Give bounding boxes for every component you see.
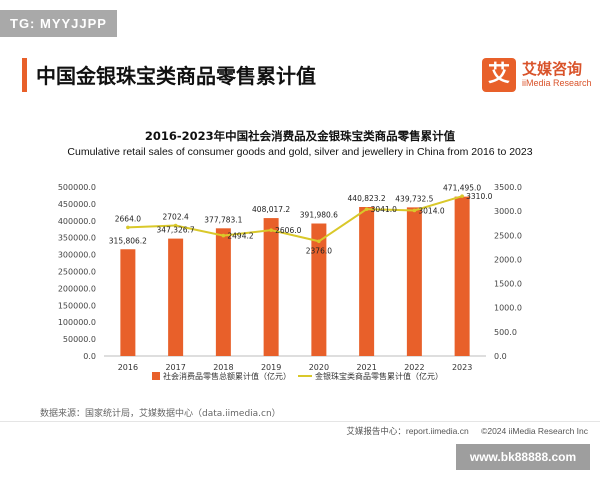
combo-chart: 0.0 50000.0 100000.0 150000.0 200000.0 250000…: [58, 183, 522, 381]
y-right-tick-label: 0.0: [494, 352, 507, 361]
line-value-label: 2376.0: [306, 246, 332, 255]
bar: [359, 207, 375, 356]
footer: 艾媒报告中心：report.iimedia.cn ©2024 iiMedia R…: [336, 425, 588, 437]
y-right-tick-label: 1500.0: [494, 280, 522, 289]
line-point: [364, 207, 369, 211]
line-point: [221, 233, 226, 238]
bar: [120, 249, 136, 356]
line-series: [127, 195, 463, 243]
x-tick-label: 2020: [309, 363, 329, 372]
bar: [263, 218, 279, 356]
page-title: 中国金银珠宝类商品零售累计值: [36, 64, 316, 88]
bar-value-label: 391,980.6: [300, 211, 338, 220]
bar-value-label: 408,017.2: [252, 205, 290, 214]
bar: [168, 238, 184, 356]
line-point: [460, 194, 464, 198]
x-tick-label: 2017: [165, 363, 185, 372]
x-tick-label: 2018: [213, 363, 233, 372]
y-left-tick-label: 450000.0: [58, 200, 96, 209]
bar: [311, 223, 327, 356]
line-value-label: 3310.0: [466, 192, 492, 201]
y-left-tick-label: 250000.0: [58, 268, 96, 277]
logo-name-cn: 艾媒咨询: [522, 60, 583, 78]
y-right-tick-label: 3500.0: [494, 183, 522, 192]
legend-label-bar: 社会消费品零售总额累计值（亿元）: [163, 371, 291, 381]
x-tick-label: 2021: [356, 363, 376, 372]
y-left-tick-label: 150000.0: [58, 301, 96, 310]
x-tick-label: 2016: [118, 363, 138, 372]
legend-label-line: 金银珠宝类商品零售累计值（亿元）: [315, 371, 443, 381]
title-accent-bar: [22, 58, 27, 92]
y-right-tick-label: 1000.0: [494, 304, 522, 313]
bar-value-label: 471,495.0: [443, 184, 481, 193]
x-tick-label: 2023: [452, 363, 472, 372]
bar-value-label: 315,806.2: [109, 236, 147, 245]
line-point: [173, 223, 178, 228]
y-right-tick-label: 3000.0: [494, 207, 522, 216]
bar: [406, 207, 422, 356]
y-left-tick-label: 400000.0: [58, 217, 96, 226]
iimedia-logo: 艾 艾媒咨询 iiMedia Research: [482, 56, 594, 96]
bar-value-label: 377,783.1: [204, 215, 242, 224]
y-left-tick-label: 500000.0: [58, 183, 96, 192]
watermark: www.bk88888.com: [456, 444, 590, 470]
line-point: [317, 239, 321, 244]
y-right-tick-label: 2500.0: [494, 231, 522, 240]
line-value-label: 2494.2: [227, 232, 253, 241]
bar: [215, 228, 231, 356]
y-left-tick-label: 100000.0: [58, 318, 96, 327]
bar-value-label: 440,823.2: [348, 194, 386, 203]
logo-name-en: iiMedia Research: [522, 78, 592, 88]
y-left-tick-label: 200000.0: [58, 284, 96, 293]
bar-value-label: 439,732.5: [395, 194, 433, 203]
bar-value-label: 347,326.7: [157, 226, 195, 235]
x-tick-label: 2019: [261, 363, 281, 372]
line-value-label: 3014.0: [418, 206, 444, 215]
tg-badge: TG: MYYJJPP: [0, 10, 117, 37]
footer-copyright: ©2024 iiMedia Research Inc: [481, 426, 588, 436]
y-left-tick-label: 50000.0: [63, 335, 96, 344]
footer-divider: [0, 421, 600, 422]
bar: [454, 196, 470, 356]
chart-title: 2016-2023年中国社会消费品及金银珠宝类商品零售累计值: [144, 129, 456, 143]
y-left-tick-label: 0.0: [83, 352, 96, 361]
y-left-tick-label: 300000.0: [58, 251, 96, 260]
y-right-tick-label: 2000.0: [494, 255, 522, 264]
line-point: [126, 225, 130, 230]
y-left-tick-label: 350000.0: [58, 234, 96, 243]
legend-swatch-bar: [152, 372, 160, 380]
line-value-label: 2664.0: [115, 214, 141, 223]
logo-mark-icon: 艾: [482, 58, 516, 92]
line-point: [412, 208, 417, 213]
line-value-label: 2606.0: [275, 226, 301, 235]
source-note: 数据来源：国家统计局，艾媒数据中心（data.iimedia.cn）: [40, 409, 281, 419]
line-value-label: 2702.4: [163, 213, 189, 222]
line-point: [269, 228, 273, 232]
x-tick-label: 2022: [404, 363, 424, 372]
chart-subtitle: Cumulative retail sales of consumer good…: [67, 146, 533, 158]
y-right-tick-label: 500.0: [494, 328, 517, 337]
line-value-label: 3041.0: [371, 205, 397, 214]
footer-report-site[interactable]: 艾媒报告中心：report.iimedia.cn: [346, 426, 469, 436]
